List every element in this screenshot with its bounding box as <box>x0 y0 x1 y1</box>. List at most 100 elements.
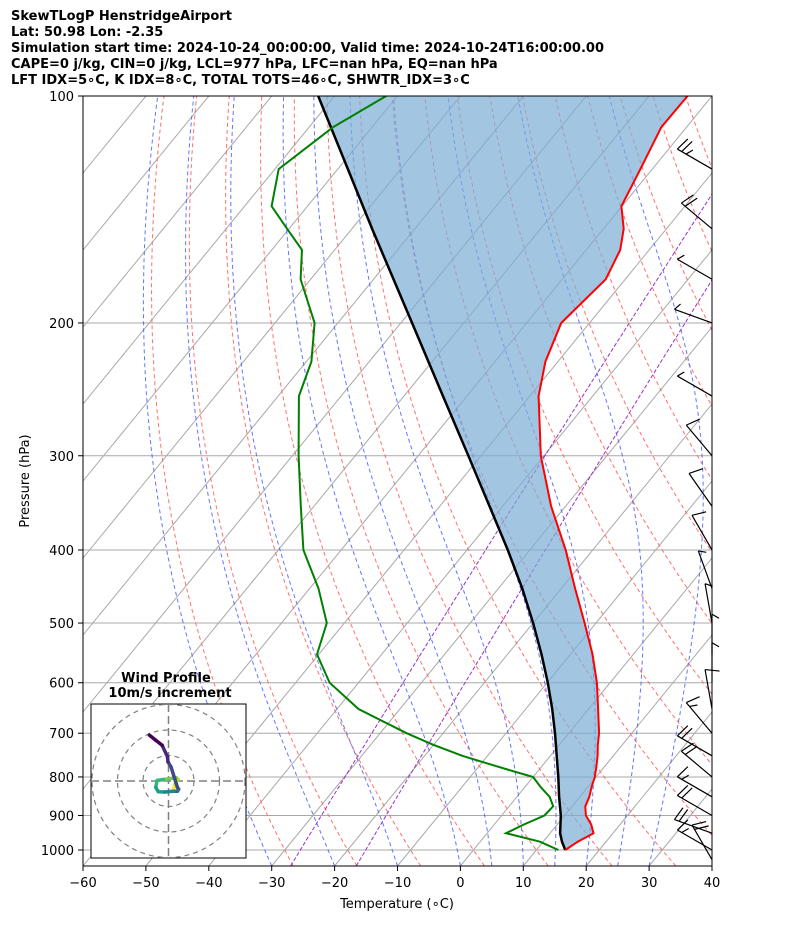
stability-parameters: CAPE=0 j/kg, CIN=0 j/kg, LCL=977 hPa, LF… <box>11 57 498 72</box>
moist-adiabat <box>282 96 461 866</box>
hodograph-ring <box>91 704 246 858</box>
isotherm-line <box>83 96 84 97</box>
dewpoint-profile-line <box>270 96 559 851</box>
station-location: Lat: 50.98 Lon: -2.35 <box>11 25 164 40</box>
wind-barb-feather <box>681 774 689 780</box>
wind-barb <box>673 807 713 834</box>
isotherm-line <box>83 96 210 251</box>
isotherm-line <box>522 634 712 866</box>
wind-barb-feather <box>681 827 689 834</box>
dry-adiabat <box>326 96 613 866</box>
temperature-profile-line <box>537 96 689 851</box>
isotherm-line <box>711 865 712 866</box>
wind-barb-staff <box>677 148 713 170</box>
isotherm-line <box>145 172 712 866</box>
y-tick-label: 600 <box>49 677 74 692</box>
hodograph-segment <box>169 765 180 790</box>
wind-barb <box>697 550 713 589</box>
hodograph-segment <box>160 743 170 759</box>
wind-barb-feather <box>677 254 685 260</box>
wind-barb-feather <box>689 704 698 708</box>
moist-adiabat <box>185 96 336 866</box>
wind-barb-staff <box>697 550 713 589</box>
wind-barb-feather <box>676 784 689 796</box>
dry-adiabat <box>587 96 712 408</box>
wind-barb-feather <box>698 550 707 553</box>
wind-barb-feather <box>681 727 693 739</box>
hodograph-title: Wind Profile <box>121 671 211 686</box>
wind-barb <box>688 468 713 507</box>
y-tick-label: 200 <box>49 317 74 332</box>
isotherm-line <box>585 711 712 866</box>
moist-adiabat <box>608 96 704 866</box>
wind-barb-feather <box>711 642 720 648</box>
dry-adiabat <box>783 96 794 866</box>
parcel-profile-line <box>317 96 567 851</box>
x-tick-label: −40 <box>195 876 222 891</box>
wind-barb-staff <box>677 776 713 798</box>
wind-barb <box>677 254 713 280</box>
x-tick-label: −20 <box>321 876 348 891</box>
isotherm-line <box>83 96 335 405</box>
wind-barb-staff <box>685 702 713 734</box>
x-tick-label: 30 <box>641 876 658 891</box>
y-tick-label: 400 <box>49 544 74 559</box>
moist-adiabat <box>517 96 644 866</box>
hodograph-segment <box>147 733 158 742</box>
moist-adiabat <box>313 96 493 866</box>
wind-barb-feather <box>686 696 700 704</box>
wind-barb-staff <box>680 202 713 230</box>
y-tick-label: 1000 <box>41 844 74 859</box>
dry-adiabat <box>751 96 794 866</box>
wind-barb-staff <box>691 824 713 861</box>
simulation-times: Simulation start time: 2024-10-24_00:00:… <box>11 41 604 56</box>
wind-barb <box>676 766 713 798</box>
wind-barb <box>685 696 713 734</box>
wind-barb-staff <box>685 424 713 457</box>
wind-barb-feather <box>711 613 720 619</box>
x-tick-label: 0 <box>456 876 464 891</box>
wind-barb-feather <box>681 787 693 799</box>
dry-adiabat <box>188 96 358 866</box>
x-tick-label: −10 <box>384 876 411 891</box>
wind-barb <box>711 642 720 683</box>
chart-title: SkewTLogP HenstridgeAirport <box>11 9 232 24</box>
moist-adiabat <box>142 96 273 866</box>
dry-adiabat <box>260 96 485 866</box>
wind-barb-feather <box>686 418 700 426</box>
wind-barb-staff <box>677 795 713 817</box>
wind-barb-feather <box>691 511 707 516</box>
isotherm-line <box>83 96 398 482</box>
isotherm-line <box>334 403 712 866</box>
wind-barb-feather <box>681 141 693 153</box>
hodograph: Wind Profile 10m/s increment <box>90 671 247 859</box>
y-tick-label: 300 <box>49 450 74 465</box>
hodograph-subtitle: 10m/s increment <box>108 686 231 701</box>
chart-header: SkewTLogP HenstridgeAirport Lat: 50.98 L… <box>11 9 604 89</box>
wind-barb-feather <box>685 149 694 155</box>
cin-shading <box>318 96 688 850</box>
wind-barb <box>677 371 713 397</box>
wind-barb-staff <box>691 515 713 551</box>
wind-barb-feather <box>676 766 689 778</box>
wind-barb-feather <box>691 820 707 826</box>
dry-adiabat <box>718 96 794 866</box>
wind-barb-staff <box>688 473 713 507</box>
wind-barb-staff <box>677 258 713 280</box>
wind-barb-staff <box>674 818 713 834</box>
y-tick-label: 700 <box>49 727 74 742</box>
x-tick-label: 20 <box>578 876 595 891</box>
x-tick-label: −30 <box>258 876 285 891</box>
y-tick-label: 100 <box>49 90 74 105</box>
wind-barb-feather <box>684 197 698 207</box>
wind-barb <box>676 784 713 817</box>
y-axis-ticks: 100 200 300 400 500 600 700 800 900 1000 <box>41 90 83 859</box>
wind-barb-staff <box>674 308 713 324</box>
y-tick-label: 800 <box>49 771 74 786</box>
y-axis-label: Pressure (hPa) <box>18 434 33 527</box>
wind-barb-staff <box>677 829 713 851</box>
wind-barb <box>691 820 713 861</box>
wind-barb-staff <box>677 735 713 757</box>
isotherm-line <box>83 96 273 328</box>
